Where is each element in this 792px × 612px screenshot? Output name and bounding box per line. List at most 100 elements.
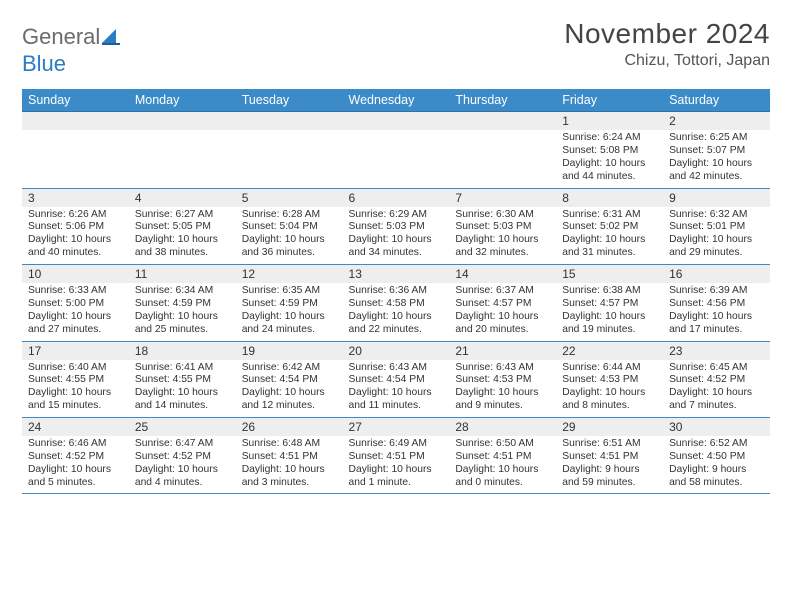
sunrise-text: Sunrise: 6:46 AM bbox=[28, 438, 125, 451]
sunrise-text: Sunrise: 6:44 AM bbox=[562, 362, 659, 375]
calendar-day-cell: 5Sunrise: 6:28 AMSunset: 5:04 PMDaylight… bbox=[236, 188, 343, 264]
calendar-week-row: 3Sunrise: 6:26 AMSunset: 5:06 PMDaylight… bbox=[22, 188, 770, 264]
calendar-day-cell: 2Sunrise: 6:25 AMSunset: 5:07 PMDaylight… bbox=[663, 112, 770, 188]
calendar-day-cell: 23Sunrise: 6:45 AMSunset: 4:52 PMDayligh… bbox=[663, 341, 770, 417]
daylight-text: Daylight: 10 hours and 42 minutes. bbox=[669, 158, 766, 184]
calendar-day-cell: 7Sunrise: 6:30 AMSunset: 5:03 PMDaylight… bbox=[449, 188, 556, 264]
sunset-text: Sunset: 5:08 PM bbox=[562, 145, 659, 158]
brand-logo: General Blue bbox=[22, 18, 122, 77]
brand-name-blue: Blue bbox=[22, 51, 66, 76]
sunset-text: Sunset: 5:00 PM bbox=[28, 298, 125, 311]
day-number: 7 bbox=[449, 189, 556, 207]
day-number-empty bbox=[129, 112, 236, 130]
sunrise-text: Sunrise: 6:43 AM bbox=[349, 362, 446, 375]
daylight-text: Daylight: 10 hours and 36 minutes. bbox=[242, 234, 339, 260]
weekday-header: Thursday bbox=[449, 89, 556, 112]
calendar-day-cell: 10Sunrise: 6:33 AMSunset: 5:00 PMDayligh… bbox=[22, 265, 129, 341]
daylight-text: Daylight: 10 hours and 32 minutes. bbox=[455, 234, 552, 260]
sunset-text: Sunset: 4:56 PM bbox=[669, 298, 766, 311]
day-details: Sunrise: 6:41 AMSunset: 4:55 PMDaylight:… bbox=[129, 360, 236, 413]
calendar-day-cell: 12Sunrise: 6:35 AMSunset: 4:59 PMDayligh… bbox=[236, 265, 343, 341]
weekday-header: Monday bbox=[129, 89, 236, 112]
day-number: 9 bbox=[663, 189, 770, 207]
day-number: 4 bbox=[129, 189, 236, 207]
calendar-day-cell: 24Sunrise: 6:46 AMSunset: 4:52 PMDayligh… bbox=[22, 417, 129, 493]
month-title: November 2024 bbox=[564, 18, 770, 50]
day-number: 16 bbox=[663, 265, 770, 283]
daylight-text: Daylight: 10 hours and 25 minutes. bbox=[135, 311, 232, 337]
daylight-text: Daylight: 10 hours and 40 minutes. bbox=[28, 234, 125, 260]
calendar-day-cell: 25Sunrise: 6:47 AMSunset: 4:52 PMDayligh… bbox=[129, 417, 236, 493]
calendar-day-cell: 16Sunrise: 6:39 AMSunset: 4:56 PMDayligh… bbox=[663, 265, 770, 341]
daylight-text: Daylight: 10 hours and 24 minutes. bbox=[242, 311, 339, 337]
weekday-header: Friday bbox=[556, 89, 663, 112]
calendar-day-cell: 26Sunrise: 6:48 AMSunset: 4:51 PMDayligh… bbox=[236, 417, 343, 493]
sunset-text: Sunset: 4:52 PM bbox=[28, 451, 125, 464]
daylight-text: Daylight: 9 hours and 58 minutes. bbox=[669, 464, 766, 490]
sunrise-text: Sunrise: 6:24 AM bbox=[562, 132, 659, 145]
daylight-text: Daylight: 10 hours and 7 minutes. bbox=[669, 387, 766, 413]
calendar-day-cell: 15Sunrise: 6:38 AMSunset: 4:57 PMDayligh… bbox=[556, 265, 663, 341]
daylight-text: Daylight: 10 hours and 22 minutes. bbox=[349, 311, 446, 337]
calendar-day-cell bbox=[449, 112, 556, 188]
daylight-text: Daylight: 10 hours and 3 minutes. bbox=[242, 464, 339, 490]
page-header: General Blue November 2024 Chizu, Tottor… bbox=[22, 18, 770, 77]
day-number: 22 bbox=[556, 342, 663, 360]
sunset-text: Sunset: 4:53 PM bbox=[455, 374, 552, 387]
sunrise-text: Sunrise: 6:36 AM bbox=[349, 285, 446, 298]
day-details: Sunrise: 6:52 AMSunset: 4:50 PMDaylight:… bbox=[663, 436, 770, 489]
sunrise-text: Sunrise: 6:33 AM bbox=[28, 285, 125, 298]
daylight-text: Daylight: 10 hours and 5 minutes. bbox=[28, 464, 125, 490]
sunrise-text: Sunrise: 6:25 AM bbox=[669, 132, 766, 145]
day-number-empty bbox=[449, 112, 556, 130]
title-block: November 2024 Chizu, Tottori, Japan bbox=[564, 18, 770, 70]
day-number: 18 bbox=[129, 342, 236, 360]
calendar-day-cell: 18Sunrise: 6:41 AMSunset: 4:55 PMDayligh… bbox=[129, 341, 236, 417]
calendar-day-cell: 11Sunrise: 6:34 AMSunset: 4:59 PMDayligh… bbox=[129, 265, 236, 341]
calendar-day-cell: 27Sunrise: 6:49 AMSunset: 4:51 PMDayligh… bbox=[343, 417, 450, 493]
day-number: 30 bbox=[663, 418, 770, 436]
day-details: Sunrise: 6:48 AMSunset: 4:51 PMDaylight:… bbox=[236, 436, 343, 489]
sunset-text: Sunset: 5:03 PM bbox=[349, 221, 446, 234]
daylight-text: Daylight: 10 hours and 44 minutes. bbox=[562, 158, 659, 184]
day-details: Sunrise: 6:39 AMSunset: 4:56 PMDaylight:… bbox=[663, 283, 770, 336]
calendar-day-cell: 29Sunrise: 6:51 AMSunset: 4:51 PMDayligh… bbox=[556, 417, 663, 493]
sunset-text: Sunset: 4:55 PM bbox=[28, 374, 125, 387]
sunset-text: Sunset: 4:52 PM bbox=[135, 451, 232, 464]
sunrise-text: Sunrise: 6:50 AM bbox=[455, 438, 552, 451]
sunset-text: Sunset: 4:57 PM bbox=[455, 298, 552, 311]
day-number: 20 bbox=[343, 342, 450, 360]
sunset-text: Sunset: 4:59 PM bbox=[135, 298, 232, 311]
calendar-table: Sunday Monday Tuesday Wednesday Thursday… bbox=[22, 89, 770, 494]
calendar-day-cell: 3Sunrise: 6:26 AMSunset: 5:06 PMDaylight… bbox=[22, 188, 129, 264]
day-details: Sunrise: 6:43 AMSunset: 4:54 PMDaylight:… bbox=[343, 360, 450, 413]
sunrise-text: Sunrise: 6:45 AM bbox=[669, 362, 766, 375]
day-number: 12 bbox=[236, 265, 343, 283]
day-number: 2 bbox=[663, 112, 770, 130]
daylight-text: Daylight: 10 hours and 38 minutes. bbox=[135, 234, 232, 260]
day-number: 28 bbox=[449, 418, 556, 436]
day-details: Sunrise: 6:27 AMSunset: 5:05 PMDaylight:… bbox=[129, 207, 236, 260]
daylight-text: Daylight: 10 hours and 34 minutes. bbox=[349, 234, 446, 260]
sunrise-text: Sunrise: 6:42 AM bbox=[242, 362, 339, 375]
sunrise-text: Sunrise: 6:37 AM bbox=[455, 285, 552, 298]
sunrise-text: Sunrise: 6:35 AM bbox=[242, 285, 339, 298]
day-number: 15 bbox=[556, 265, 663, 283]
sunset-text: Sunset: 4:51 PM bbox=[242, 451, 339, 464]
sunrise-text: Sunrise: 6:29 AM bbox=[349, 209, 446, 222]
day-details: Sunrise: 6:33 AMSunset: 5:00 PMDaylight:… bbox=[22, 283, 129, 336]
calendar-day-cell: 22Sunrise: 6:44 AMSunset: 4:53 PMDayligh… bbox=[556, 341, 663, 417]
weekday-header: Tuesday bbox=[236, 89, 343, 112]
daylight-text: Daylight: 10 hours and 9 minutes. bbox=[455, 387, 552, 413]
calendar-day-cell: 13Sunrise: 6:36 AMSunset: 4:58 PMDayligh… bbox=[343, 265, 450, 341]
daylight-text: Daylight: 10 hours and 20 minutes. bbox=[455, 311, 552, 337]
day-number: 23 bbox=[663, 342, 770, 360]
weekday-header-row: Sunday Monday Tuesday Wednesday Thursday… bbox=[22, 89, 770, 112]
day-number: 5 bbox=[236, 189, 343, 207]
sunset-text: Sunset: 4:51 PM bbox=[562, 451, 659, 464]
day-number: 14 bbox=[449, 265, 556, 283]
daylight-text: Daylight: 10 hours and 15 minutes. bbox=[28, 387, 125, 413]
day-number: 19 bbox=[236, 342, 343, 360]
weekday-header: Sunday bbox=[22, 89, 129, 112]
day-details: Sunrise: 6:49 AMSunset: 4:51 PMDaylight:… bbox=[343, 436, 450, 489]
